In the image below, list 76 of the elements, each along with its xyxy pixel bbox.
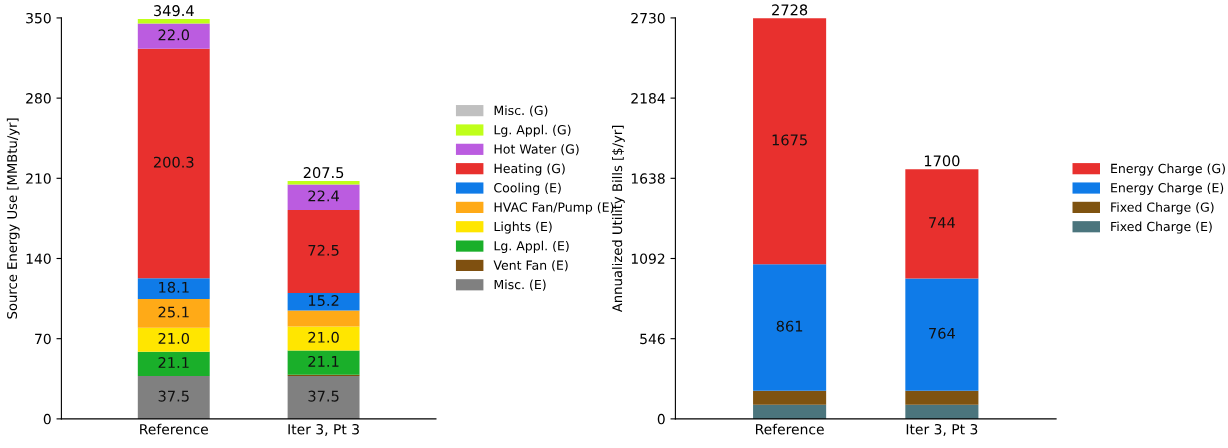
data-label: 21.0 <box>158 332 190 344</box>
bar <box>753 404 827 419</box>
y-tick-label: 1638 <box>631 173 665 184</box>
y-tick-label: 0 <box>657 413 665 425</box>
data-label: 21.1 <box>158 357 189 368</box>
legend-label: Fixed Charge (E) <box>1111 221 1212 234</box>
data-label: 25.1 <box>158 306 189 318</box>
legend-label: Hot Water (G) <box>494 144 579 156</box>
bar <box>905 278 979 391</box>
bar <box>137 351 210 376</box>
data-label: 72.5 <box>308 244 339 256</box>
bar <box>137 375 210 419</box>
y-tick-label: 2184 <box>631 93 665 104</box>
bar <box>287 310 360 327</box>
bar <box>137 278 210 299</box>
y-tick-label: 0 <box>43 413 51 425</box>
bar <box>753 18 827 265</box>
bar <box>287 326 360 351</box>
x-tick-label: Reference <box>756 423 824 435</box>
total-label: 349.4 <box>154 5 194 17</box>
bar <box>905 404 979 419</box>
y-tick-label: 546 <box>640 333 665 345</box>
bar <box>287 375 360 419</box>
data-label: 744 <box>929 217 955 228</box>
bar <box>287 293 360 311</box>
legend-label: Misc. (E) <box>494 279 546 291</box>
x-tick-label: Iter 3, Pt 3 <box>906 423 978 436</box>
y-tick-label: 70 <box>35 333 51 345</box>
legend-label: Energy Charge (E) <box>1111 182 1224 195</box>
legend-label: Energy Charge (G) <box>1111 163 1225 176</box>
data-label: 37.5 <box>308 390 339 402</box>
legend-label: Fixed Charge (G) <box>1111 202 1214 215</box>
legend-label: Heating (G) <box>494 163 565 176</box>
data-label: 1675 <box>772 134 807 146</box>
bar <box>287 350 360 375</box>
y-axis-title: Source Energy Use [MMBtu/yr] <box>6 118 20 319</box>
data-label: 18.1 <box>159 281 189 293</box>
legend-label: Cooling (E) <box>494 182 561 195</box>
legend-label: Vent Fan (E) <box>493 260 568 272</box>
data-label: 764 <box>929 327 955 339</box>
bar <box>137 48 210 279</box>
bar <box>137 298 210 328</box>
data-label: 15.2 <box>308 295 339 307</box>
y-tick-label: 350 <box>26 12 51 24</box>
bar <box>137 18 210 24</box>
legend-label: Lights (E) <box>494 221 552 234</box>
data-label: 200.3 <box>153 156 194 168</box>
y-tick-label: 2730 <box>631 12 665 24</box>
bar <box>905 169 979 279</box>
legend-label: Lg. Appl. (G) <box>494 124 571 137</box>
x-tick-label: Iter 3, Pt 3 <box>288 423 359 436</box>
data-label: 861 <box>776 320 803 332</box>
bar <box>753 390 827 405</box>
y-tick-label: 280 <box>26 93 51 104</box>
data-label: 37.5 <box>158 390 189 402</box>
bar <box>137 327 210 352</box>
legend-label: Misc. (G) <box>494 105 548 117</box>
bar <box>287 184 360 211</box>
x-tick-label: Reference <box>140 423 208 435</box>
total-label: 207.5 <box>303 167 344 179</box>
bar <box>753 264 827 391</box>
data-label: 22.0 <box>158 29 190 41</box>
total-label: 1700 <box>924 155 960 167</box>
y-tick-label: 140 <box>26 253 51 264</box>
bar <box>137 23 210 49</box>
y-tick-label: 1092 <box>631 253 665 264</box>
bar <box>905 390 979 405</box>
data-label: 21.0 <box>308 331 339 343</box>
total-label: 2728 <box>772 4 808 16</box>
bar <box>287 210 360 294</box>
data-label: 22.4 <box>308 190 339 202</box>
y-axis-title: Annualized Utility Bills [$/yr] <box>612 125 625 313</box>
legend-label: Lg. Appl. (E) <box>494 240 569 253</box>
data-label: 21.1 <box>308 355 339 367</box>
legend-label: HVAC Fan/Pump (E) <box>494 202 614 215</box>
y-tick-label: 210 <box>26 173 51 184</box>
